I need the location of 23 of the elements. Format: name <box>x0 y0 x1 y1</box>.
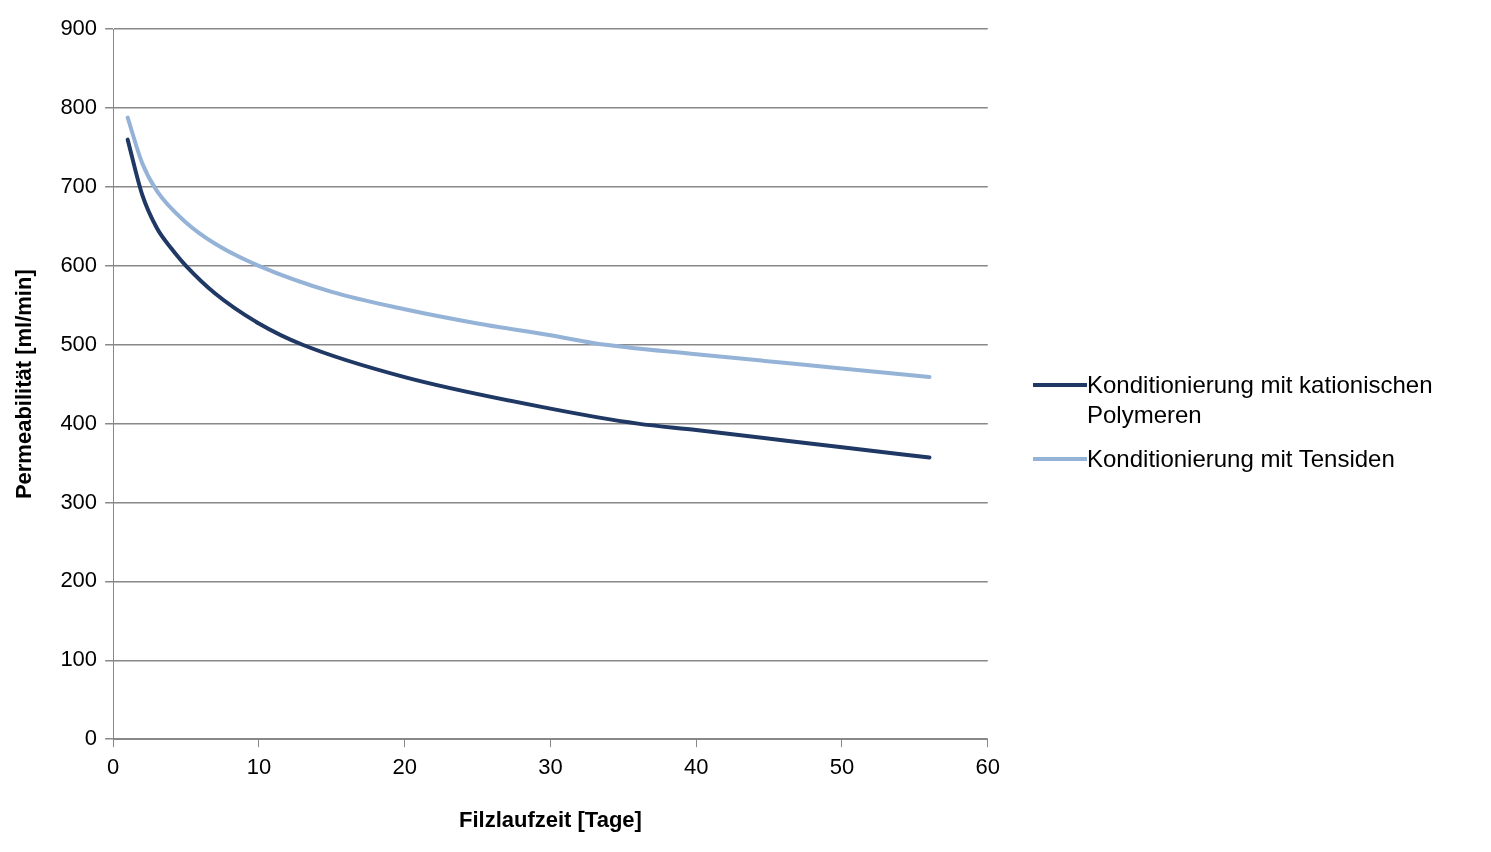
x-tick-label: 10 <box>246 754 272 780</box>
y-tick-label: 600 <box>60 251 98 277</box>
legend-label: Konditionierung mit kationischen Polymeren <box>1087 370 1434 430</box>
line-series <box>125 115 932 380</box>
x-tick-label: 40 <box>683 754 709 780</box>
y-tick-label: 100 <box>60 646 98 672</box>
legend-label: Konditionierung mit Tensiden <box>1087 444 1395 474</box>
x-tick-label: 30 <box>538 754 563 780</box>
y-tick-label: 700 <box>60 173 98 199</box>
x-tick-label: 20 <box>392 754 417 780</box>
line-series <box>125 137 932 460</box>
y-tick-label: 300 <box>60 488 98 514</box>
x-tick-label: 50 <box>829 754 855 780</box>
y-tick-label: 400 <box>60 409 98 435</box>
x-tick-label: 60 <box>975 754 1001 780</box>
y-tick-label: 800 <box>60 94 98 120</box>
x-axis-title: Filzlaufzeit [Tage] <box>458 806 642 832</box>
y-tick-label: 900 <box>60 15 98 41</box>
y-tick-label: 200 <box>60 567 98 593</box>
y-tick-label: 500 <box>60 330 98 356</box>
y-tick-label: 0 <box>84 725 98 751</box>
y-axis-title: Permeabilität [ml/min] <box>11 269 37 500</box>
x-tick-label: 0 <box>106 754 120 780</box>
